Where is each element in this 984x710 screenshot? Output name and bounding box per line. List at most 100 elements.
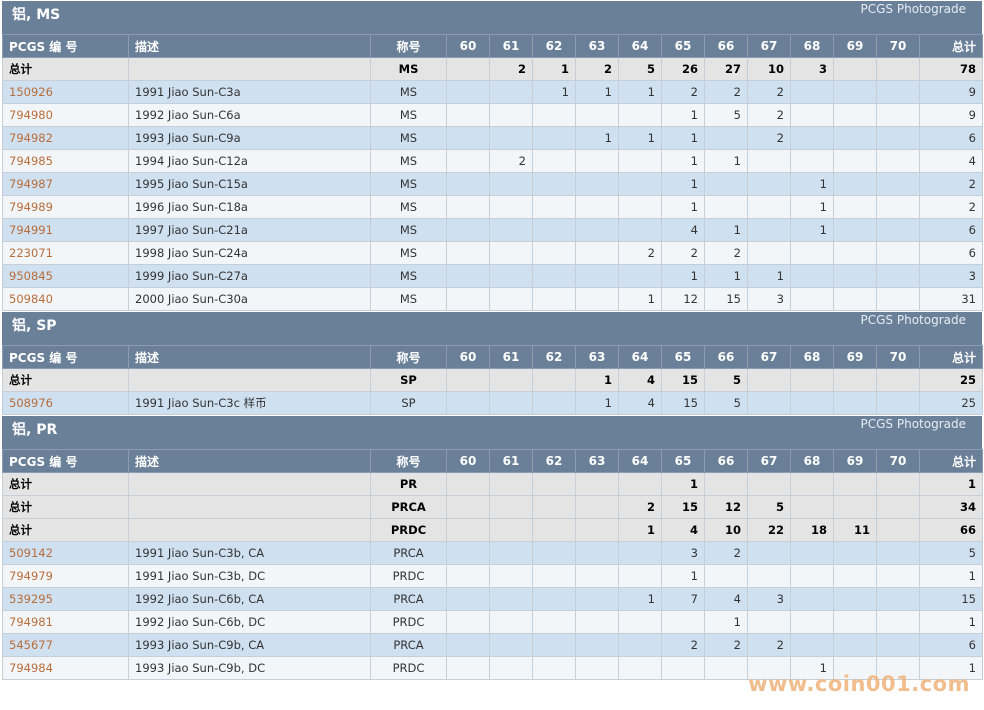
grade-count-cell: 2 xyxy=(747,126,791,150)
total-count-cell: 1 xyxy=(919,472,983,496)
description-cell: 1991 Jiao Sun-C3b, DC xyxy=(128,564,371,588)
grade-count-cell: 2 xyxy=(618,495,662,519)
grade-count-cell: 2 xyxy=(704,633,748,657)
grade-count-cell: 3 xyxy=(661,541,705,565)
grade-count-cell xyxy=(876,126,920,150)
pcgs-number-link[interactable]: 150926 xyxy=(9,85,53,99)
section-title: 铝, MS xyxy=(12,7,61,23)
grade-count-cell xyxy=(446,495,490,519)
description-cell xyxy=(128,472,371,496)
pcgs-number-link[interactable]: 794982 xyxy=(9,131,53,145)
grade-count-cell xyxy=(532,472,576,496)
grade-count-cell: 2 xyxy=(618,241,662,265)
table-row: 794984 1993 Jiao Sun-C9b, DC PRDC 1 1 xyxy=(2,656,983,680)
column-header: 68 xyxy=(790,345,834,369)
pcgs-number-link[interactable]: 794980 xyxy=(9,108,53,122)
pcgs-number-cell: 794979 xyxy=(2,564,129,588)
table-row: 509840 2000 Jiao Sun-C30a MS 1 12 15 3 31 xyxy=(2,287,983,311)
grade-count-cell xyxy=(446,126,490,150)
grade-count-cell xyxy=(876,564,920,588)
column-header: 65 xyxy=(661,34,705,58)
designation-cell: PR xyxy=(370,472,447,496)
pcgs-number-link[interactable]: 223071 xyxy=(9,246,53,260)
pcgs-number-link[interactable]: 950845 xyxy=(9,269,53,283)
total-count-cell: 4 xyxy=(919,149,983,173)
grade-count-cell xyxy=(704,126,748,150)
pcgs-number-link[interactable]: 794985 xyxy=(9,154,53,168)
photograde-link[interactable]: PCGS Photograde xyxy=(860,313,966,327)
column-header: 总计 xyxy=(919,34,983,58)
pcgs-number-link[interactable]: 509840 xyxy=(9,292,53,306)
grade-count-cell xyxy=(876,149,920,173)
grade-count-cell: 15 xyxy=(704,287,748,311)
grade-count-cell xyxy=(532,391,576,415)
grade-count-cell xyxy=(575,472,619,496)
header-row: PCGS 编 号描述 称号 60 61 62 63 64 65 66 67 68 69 70 总计 xyxy=(2,345,983,369)
column-header: 60 xyxy=(446,345,490,369)
designation-cell: PRCA xyxy=(370,541,447,565)
grade-count-cell xyxy=(876,633,920,657)
grade-count-cell: 1 xyxy=(661,172,705,196)
pcgs-number-cell: 794987 xyxy=(2,172,129,196)
total-label: 总计 xyxy=(9,373,32,387)
column-header: 总计 xyxy=(919,345,983,369)
grade-count-cell xyxy=(446,564,490,588)
total-count-cell: 6 xyxy=(919,241,983,265)
grade-count-cell xyxy=(446,80,490,104)
grade-count-cell: 5 xyxy=(704,368,748,392)
grade-count-cell: 15 xyxy=(661,391,705,415)
total-count-cell: 1 xyxy=(919,564,983,588)
grade-count-cell xyxy=(833,287,877,311)
grade-count-cell xyxy=(446,57,490,81)
grade-count-cell xyxy=(618,218,662,242)
grade-count-cell: 1 xyxy=(661,126,705,150)
grade-count-cell: 12 xyxy=(704,495,748,519)
grade-count-cell: 1 xyxy=(661,149,705,173)
pcgs-number-link[interactable]: 509142 xyxy=(9,546,53,560)
column-header: 63 xyxy=(575,345,619,369)
grade-count-cell xyxy=(575,610,619,634)
photograde-link[interactable]: PCGS Photograde xyxy=(860,2,966,16)
total-row: 总计 PRCA 2 15 12 5 34 xyxy=(2,495,983,519)
grade-count-cell: 1 xyxy=(661,564,705,588)
pcgs-number-link[interactable]: 508976 xyxy=(9,396,53,410)
grade-count-cell xyxy=(704,472,748,496)
grade-count-cell xyxy=(489,287,533,311)
column-header: 称号 xyxy=(370,345,447,369)
grade-count-cell: 2 xyxy=(489,57,533,81)
grade-count-cell xyxy=(575,495,619,519)
grade-count-cell: 18 xyxy=(790,518,834,542)
grade-count-cell xyxy=(532,241,576,265)
description-cell: 1993 Jiao Sun-C9a xyxy=(128,126,371,150)
designation-cell: MS xyxy=(370,195,447,219)
pcgs-number-link[interactable]: 794981 xyxy=(9,615,53,629)
photograde-link[interactable]: PCGS Photograde xyxy=(860,417,966,431)
grade-count-cell xyxy=(876,656,920,680)
grade-count-cell xyxy=(446,195,490,219)
grade-count-cell: 1 xyxy=(704,610,748,634)
grade-count-cell: 3 xyxy=(747,287,791,311)
table-row: 794991 1997 Jiao Sun-C21a MS 4 1 1 6 xyxy=(2,218,983,242)
pcgs-number-link[interactable]: 545677 xyxy=(9,638,53,652)
pcgs-number-link[interactable]: 794989 xyxy=(9,200,53,214)
grade-count-cell xyxy=(532,287,576,311)
pcgs-number-link[interactable]: 539295 xyxy=(9,592,53,606)
column-header: 69 xyxy=(833,345,877,369)
pcgs-number-link[interactable]: 794979 xyxy=(9,569,53,583)
designation-cell: MS xyxy=(370,103,447,127)
grade-count-cell xyxy=(833,195,877,219)
grade-count-cell: 2 xyxy=(747,80,791,104)
grade-count-cell xyxy=(532,495,576,519)
grade-count-cell xyxy=(446,541,490,565)
grade-count-cell xyxy=(876,57,920,81)
designation-cell: MS xyxy=(370,172,447,196)
pcgs-number-link[interactable]: 794984 xyxy=(9,661,53,675)
designation-cell: MS xyxy=(370,264,447,288)
grade-count-cell: 1 xyxy=(618,126,662,150)
grade-count-cell xyxy=(876,103,920,127)
pcgs-number-cell: 223071 xyxy=(2,241,129,265)
grade-count-cell xyxy=(618,472,662,496)
pcgs-number-link[interactable]: 794991 xyxy=(9,223,53,237)
grade-count-cell xyxy=(790,126,834,150)
pcgs-number-link[interactable]: 794987 xyxy=(9,177,53,191)
